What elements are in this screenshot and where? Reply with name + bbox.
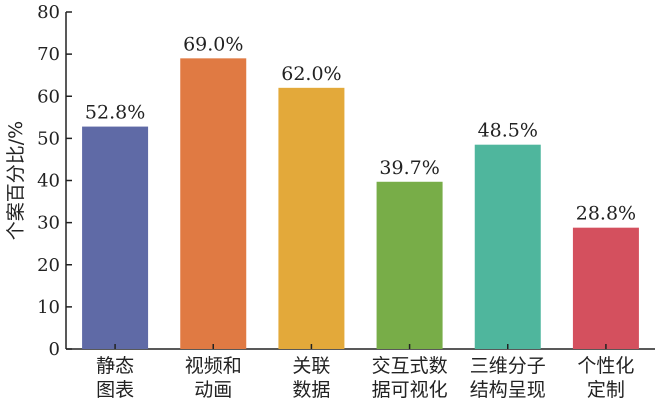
y-tick-label: 40 [37, 171, 60, 192]
category-label: 图表 [96, 379, 134, 401]
bar [180, 58, 247, 350]
category-label: 动画 [194, 379, 232, 401]
bar [572, 227, 639, 349]
bar [376, 181, 443, 349]
y-tick-label: 60 [37, 86, 60, 107]
y-tick-label: 70 [37, 44, 60, 65]
y-tick-label: 50 [37, 128, 60, 149]
category-label: 结构呈现 [470, 379, 546, 401]
data-label: 52.8% [85, 102, 145, 124]
bar [474, 144, 541, 349]
data-label: 62.0% [281, 63, 341, 85]
category-label: 关联 [292, 355, 330, 377]
category-label: 据可视化 [372, 379, 448, 401]
y-tick-label: 0 [49, 339, 60, 360]
y-tick-label: 20 [37, 255, 60, 276]
axes [65, 12, 655, 350]
category-label: 视频和 [185, 355, 242, 377]
category-label: 个性化 [577, 355, 634, 377]
y-tick-label: 10 [37, 297, 60, 318]
y-tick-label: 80 [37, 2, 60, 23]
bars [82, 58, 639, 350]
data-labels: 52.8% 69.0% 62.0% 39.7% 48.5% 28.8% [85, 33, 636, 224]
category-label: 静态 [96, 355, 134, 377]
category-label: 数据 [292, 379, 330, 401]
category-label: 定制 [587, 379, 625, 401]
data-label: 69.0% [183, 33, 243, 55]
category-label: 三维分子 [470, 355, 546, 377]
y-ticks: 0 10 20 30 40 50 60 70 80 [37, 2, 72, 360]
data-label: 28.8% [576, 203, 636, 225]
y-tick-label: 30 [37, 213, 60, 234]
y-axis-title: 个案百分比/% [5, 121, 27, 240]
bar [82, 126, 149, 349]
data-label: 48.5% [478, 120, 538, 142]
bar [278, 87, 345, 349]
data-label: 39.7% [379, 157, 439, 179]
category-label: 交互式数 [372, 355, 448, 377]
